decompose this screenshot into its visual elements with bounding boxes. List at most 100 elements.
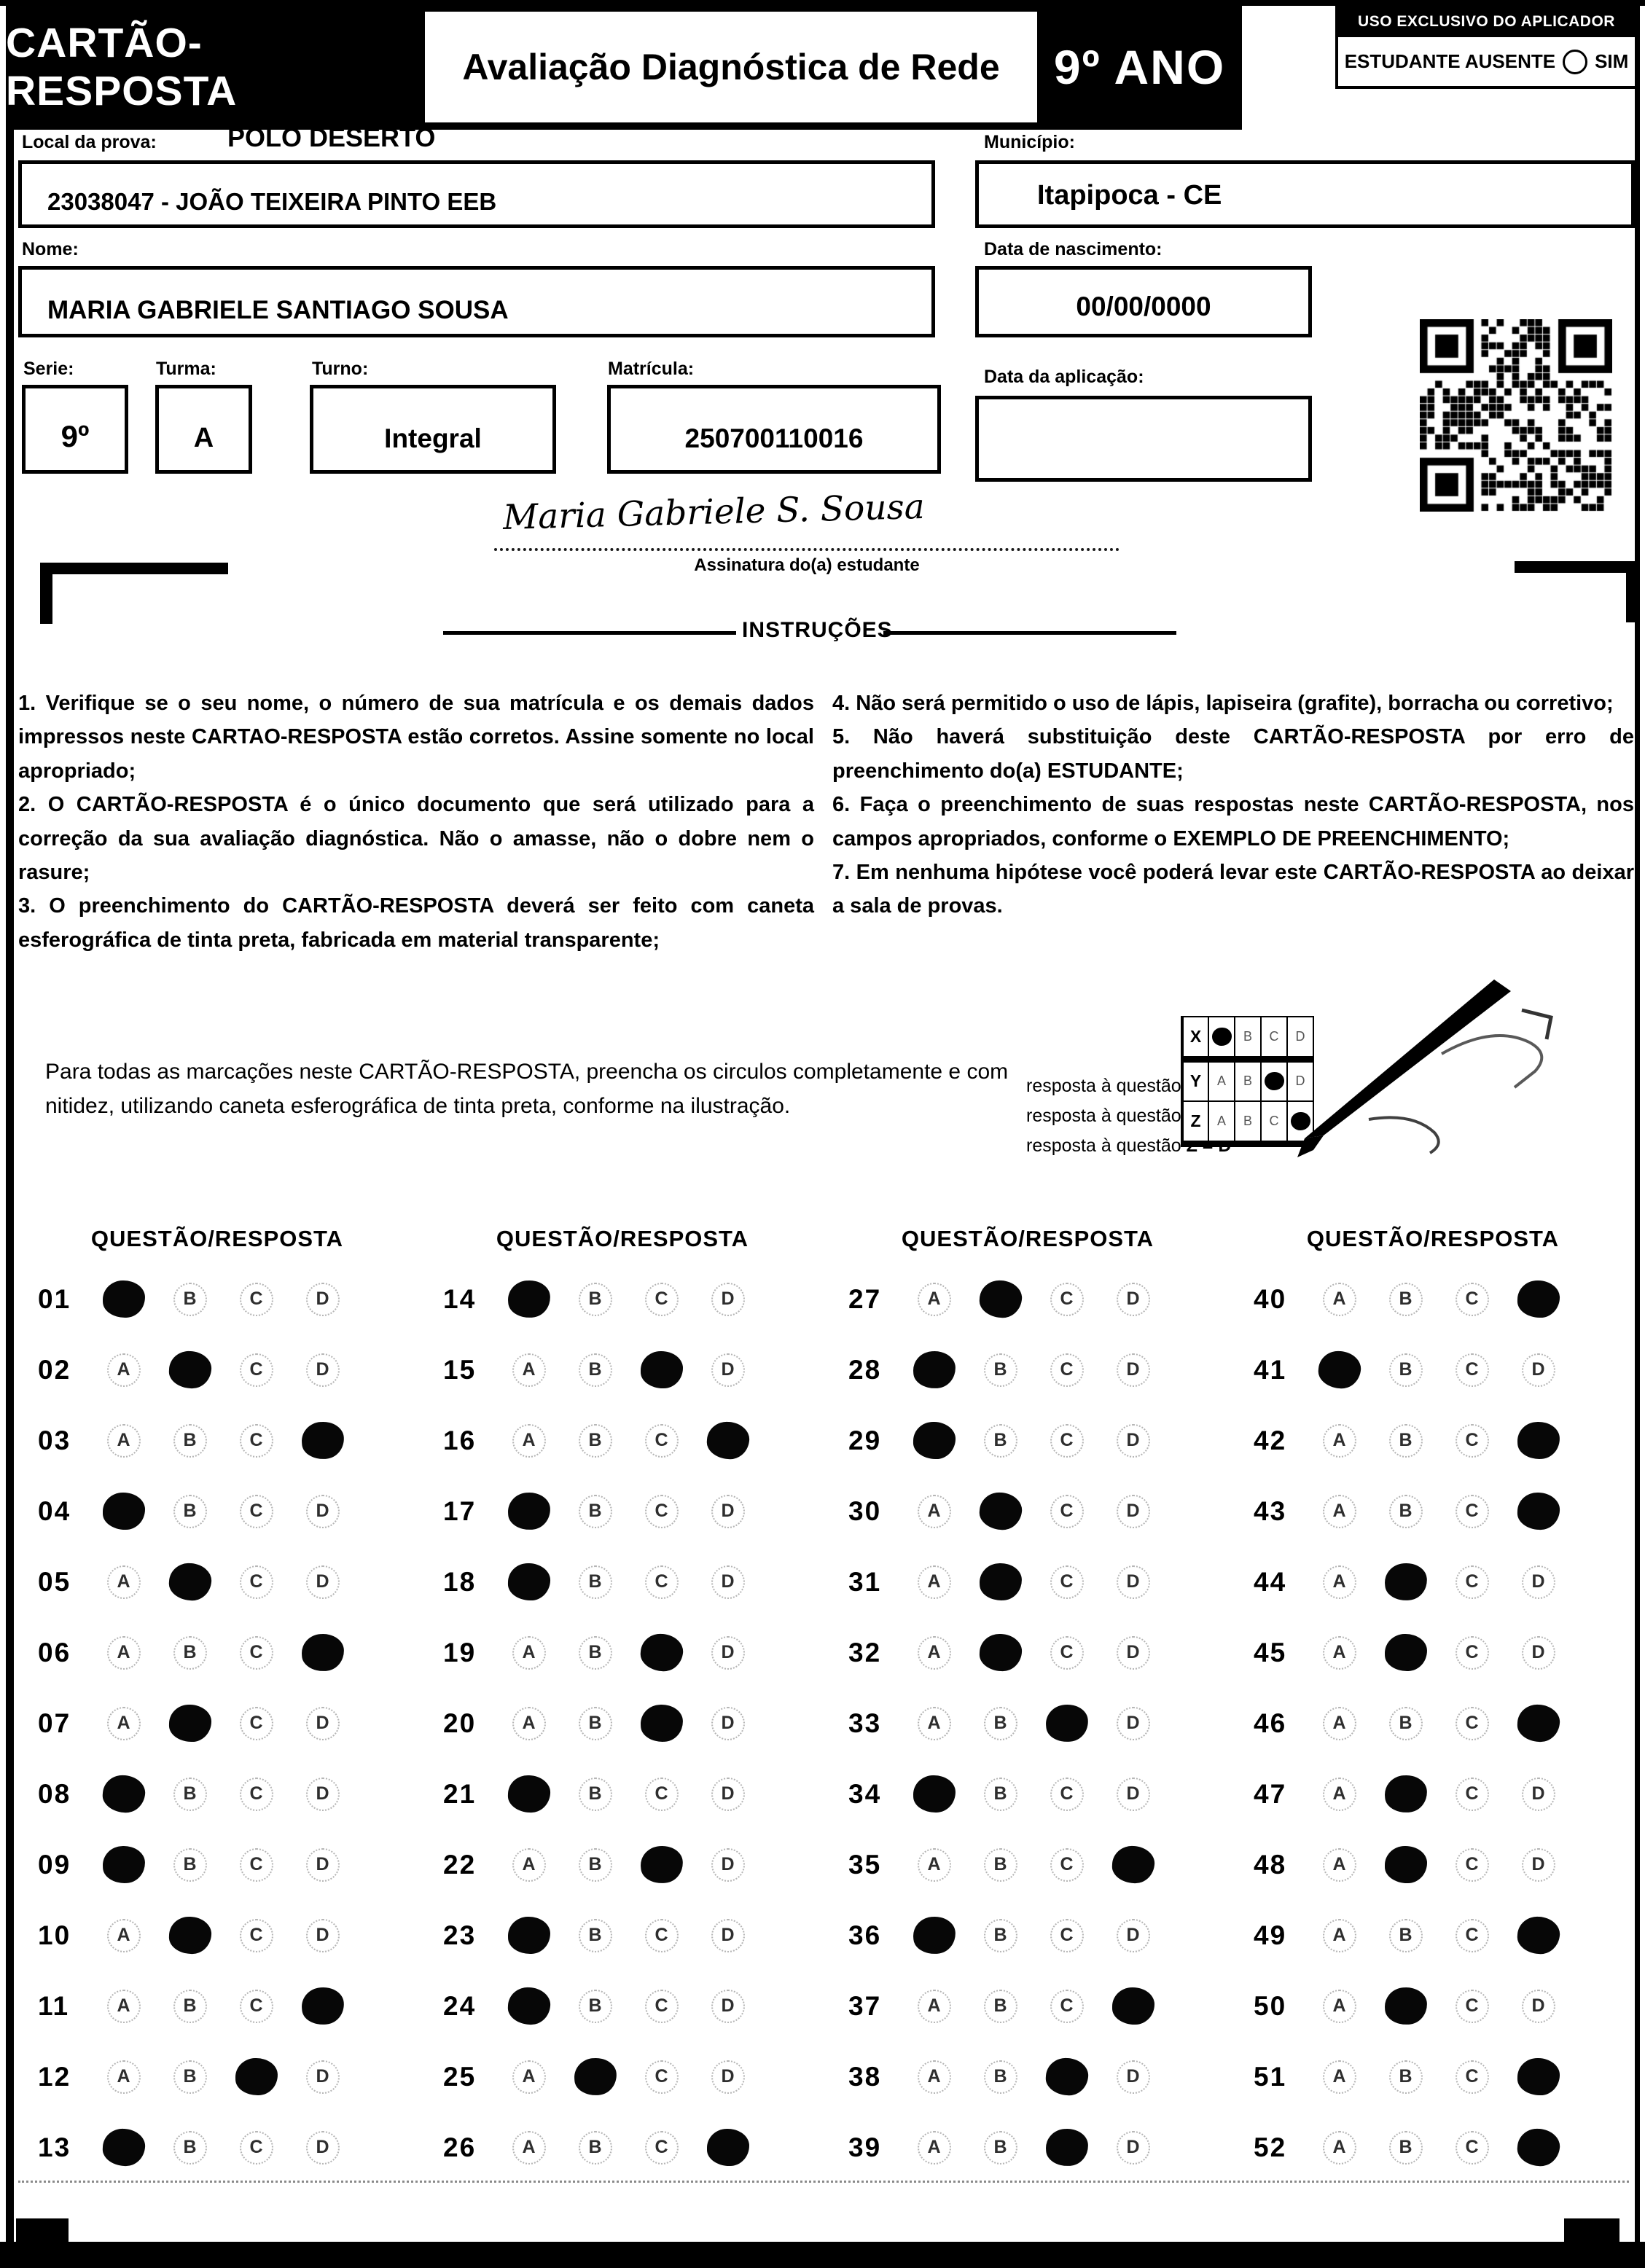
answer-bubble-05-C[interactable]: C bbox=[223, 1546, 289, 1617]
answer-bubble-38-D[interactable]: D bbox=[1100, 2041, 1166, 2112]
answer-bubble-11-A[interactable]: A bbox=[90, 1971, 157, 2041]
answer-bubble-44-D[interactable]: D bbox=[1505, 1546, 1571, 1617]
serie-field[interactable]: 9º bbox=[22, 385, 128, 474]
turma-field[interactable]: A bbox=[155, 385, 252, 474]
answer-bubble-31-B[interactable] bbox=[967, 1546, 1034, 1617]
answer-bubble-20-C[interactable] bbox=[628, 1688, 695, 1759]
answer-bubble-52-A[interactable]: A bbox=[1306, 2112, 1372, 2183]
answer-bubble-36-C[interactable]: C bbox=[1034, 1900, 1100, 1971]
answer-bubble-39-C[interactable] bbox=[1034, 2112, 1100, 2183]
answer-bubble-20-A[interactable]: A bbox=[496, 1688, 562, 1759]
aplicacao-field[interactable] bbox=[975, 396, 1312, 482]
answer-bubble-49-D[interactable] bbox=[1505, 1900, 1571, 1971]
answer-bubble-04-B[interactable]: B bbox=[157, 1476, 223, 1546]
answer-bubble-28-D[interactable]: D bbox=[1100, 1334, 1166, 1405]
answer-bubble-36-B[interactable]: B bbox=[967, 1900, 1034, 1971]
answer-bubble-17-C[interactable]: C bbox=[628, 1476, 695, 1546]
answer-bubble-17-D[interactable]: D bbox=[695, 1476, 761, 1546]
answer-bubble-23-D[interactable]: D bbox=[695, 1900, 761, 1971]
answer-bubble-38-A[interactable]: A bbox=[901, 2041, 967, 2112]
answer-bubble-11-C[interactable]: C bbox=[223, 1971, 289, 2041]
answer-bubble-39-B[interactable]: B bbox=[967, 2112, 1034, 2183]
answer-bubble-46-A[interactable]: A bbox=[1306, 1688, 1372, 1759]
answer-bubble-52-B[interactable]: B bbox=[1372, 2112, 1439, 2183]
answer-bubble-39-A[interactable]: A bbox=[901, 2112, 967, 2183]
answer-bubble-29-C[interactable]: C bbox=[1034, 1405, 1100, 1476]
answer-bubble-09-A[interactable] bbox=[90, 1829, 157, 1900]
answer-bubble-08-C[interactable]: C bbox=[223, 1759, 289, 1829]
answer-bubble-44-C[interactable]: C bbox=[1439, 1546, 1505, 1617]
answer-bubble-26-B[interactable]: B bbox=[562, 2112, 628, 2183]
answer-bubble-32-C[interactable]: C bbox=[1034, 1617, 1100, 1688]
answer-bubble-50-C[interactable]: C bbox=[1439, 1971, 1505, 2041]
answer-bubble-49-C[interactable]: C bbox=[1439, 1900, 1505, 1971]
answer-bubble-06-D[interactable] bbox=[289, 1617, 356, 1688]
answer-bubble-44-A[interactable]: A bbox=[1306, 1546, 1372, 1617]
answer-bubble-05-A[interactable]: A bbox=[90, 1546, 157, 1617]
answer-bubble-38-C[interactable] bbox=[1034, 2041, 1100, 2112]
answer-bubble-04-D[interactable]: D bbox=[289, 1476, 356, 1546]
answer-bubble-27-D[interactable]: D bbox=[1100, 1264, 1166, 1334]
answer-bubble-04-C[interactable]: C bbox=[223, 1476, 289, 1546]
answer-bubble-01-A[interactable] bbox=[90, 1264, 157, 1334]
answer-bubble-43-D[interactable] bbox=[1505, 1476, 1571, 1546]
answer-bubble-25-B[interactable] bbox=[562, 2041, 628, 2112]
answer-bubble-20-D[interactable]: D bbox=[695, 1688, 761, 1759]
answer-bubble-47-B[interactable] bbox=[1372, 1759, 1439, 1829]
answer-bubble-20-B[interactable]: B bbox=[562, 1688, 628, 1759]
answer-bubble-26-C[interactable]: C bbox=[628, 2112, 695, 2183]
answer-bubble-26-D[interactable] bbox=[695, 2112, 761, 2183]
answer-bubble-35-A[interactable]: A bbox=[901, 1829, 967, 1900]
answer-bubble-26-A[interactable]: A bbox=[496, 2112, 562, 2183]
turno-field[interactable]: Integral bbox=[310, 385, 556, 474]
answer-bubble-27-C[interactable]: C bbox=[1034, 1264, 1100, 1334]
answer-bubble-11-B[interactable]: B bbox=[157, 1971, 223, 2041]
answer-bubble-48-C[interactable]: C bbox=[1439, 1829, 1505, 1900]
answer-bubble-33-B[interactable]: B bbox=[967, 1688, 1034, 1759]
answer-bubble-24-A[interactable] bbox=[496, 1971, 562, 2041]
answer-bubble-34-C[interactable]: C bbox=[1034, 1759, 1100, 1829]
answer-bubble-02-D[interactable]: D bbox=[289, 1334, 356, 1405]
answer-bubble-50-A[interactable]: A bbox=[1306, 1971, 1372, 2041]
answer-bubble-01-D[interactable]: D bbox=[289, 1264, 356, 1334]
answer-bubble-40-B[interactable]: B bbox=[1372, 1264, 1439, 1334]
answer-bubble-02-A[interactable]: A bbox=[90, 1334, 157, 1405]
answer-bubble-41-C[interactable]: C bbox=[1439, 1334, 1505, 1405]
answer-bubble-47-A[interactable]: A bbox=[1306, 1759, 1372, 1829]
answer-bubble-37-A[interactable]: A bbox=[901, 1971, 967, 2041]
answer-bubble-41-B[interactable]: B bbox=[1372, 1334, 1439, 1405]
answer-bubble-18-C[interactable]: C bbox=[628, 1546, 695, 1617]
answer-bubble-19-A[interactable]: A bbox=[496, 1617, 562, 1688]
answer-bubble-24-B[interactable]: B bbox=[562, 1971, 628, 2041]
answer-bubble-13-B[interactable]: B bbox=[157, 2112, 223, 2183]
answer-bubble-43-A[interactable]: A bbox=[1306, 1476, 1372, 1546]
answer-bubble-12-D[interactable]: D bbox=[289, 2041, 356, 2112]
answer-bubble-14-C[interactable]: C bbox=[628, 1264, 695, 1334]
answer-bubble-48-D[interactable]: D bbox=[1505, 1829, 1571, 1900]
answer-bubble-22-A[interactable]: A bbox=[496, 1829, 562, 1900]
answer-bubble-06-C[interactable]: C bbox=[223, 1617, 289, 1688]
answer-bubble-47-C[interactable]: C bbox=[1439, 1759, 1505, 1829]
answer-bubble-21-C[interactable]: C bbox=[628, 1759, 695, 1829]
answer-bubble-17-A[interactable] bbox=[496, 1476, 562, 1546]
answer-bubble-36-A[interactable] bbox=[901, 1900, 967, 1971]
answer-bubble-07-C[interactable]: C bbox=[223, 1688, 289, 1759]
answer-bubble-45-B[interactable] bbox=[1372, 1617, 1439, 1688]
answer-bubble-32-B[interactable] bbox=[967, 1617, 1034, 1688]
answer-bubble-29-B[interactable]: B bbox=[967, 1405, 1034, 1476]
answer-bubble-40-D[interactable] bbox=[1505, 1264, 1571, 1334]
answer-bubble-46-B[interactable]: B bbox=[1372, 1688, 1439, 1759]
nascimento-field[interactable]: 00/00/0000 bbox=[975, 266, 1312, 337]
answer-bubble-34-B[interactable]: B bbox=[967, 1759, 1034, 1829]
answer-bubble-49-B[interactable]: B bbox=[1372, 1900, 1439, 1971]
answer-bubble-10-D[interactable]: D bbox=[289, 1900, 356, 1971]
answer-bubble-46-D[interactable] bbox=[1505, 1688, 1571, 1759]
answer-bubble-18-A[interactable] bbox=[496, 1546, 562, 1617]
answer-bubble-07-D[interactable]: D bbox=[289, 1688, 356, 1759]
matricula-field[interactable]: 250700110016 bbox=[607, 385, 941, 474]
answer-bubble-46-C[interactable]: C bbox=[1439, 1688, 1505, 1759]
answer-bubble-32-D[interactable]: D bbox=[1100, 1617, 1166, 1688]
answer-bubble-18-B[interactable]: B bbox=[562, 1546, 628, 1617]
answer-bubble-37-B[interactable]: B bbox=[967, 1971, 1034, 2041]
answer-bubble-23-A[interactable] bbox=[496, 1900, 562, 1971]
